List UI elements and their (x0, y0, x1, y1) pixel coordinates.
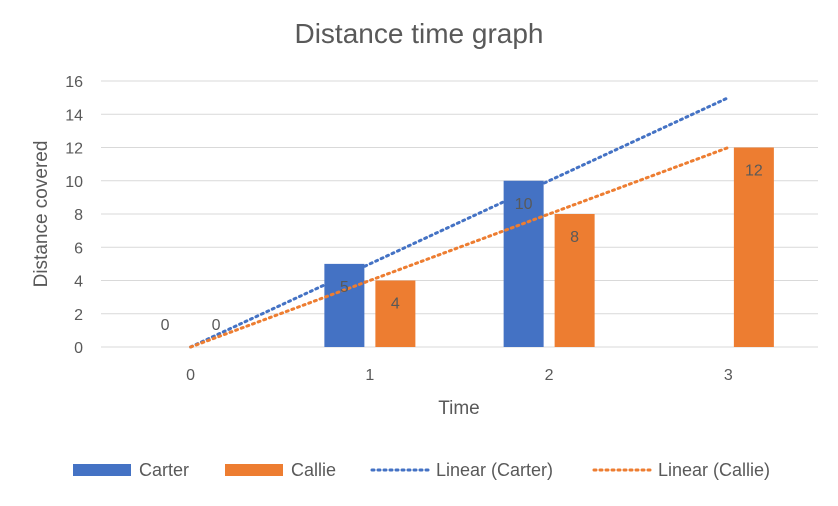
legend-label: Linear (Callie) (658, 460, 770, 480)
legend-swatch (73, 464, 131, 476)
x-tick-label: 0 (186, 367, 195, 384)
data-label: 12 (745, 163, 763, 180)
bar-callie (554, 214, 595, 347)
legend-label: Callie (291, 460, 336, 480)
bar-callie (375, 280, 416, 347)
legend-swatch (225, 464, 283, 476)
y-tick-label: 16 (65, 74, 83, 91)
bar-callie (733, 147, 774, 347)
trendline-carter (189, 96, 730, 349)
chart-title: Distance time graph (294, 18, 543, 49)
data-label: 0 (212, 317, 221, 334)
x-tick-label: 2 (545, 367, 554, 384)
y-tick-label: 4 (74, 274, 83, 291)
y-tick-label: 6 (74, 240, 83, 257)
trendline-callie (189, 146, 730, 349)
data-label: 10 (515, 196, 533, 213)
x-tick-label: 1 (365, 367, 374, 384)
legend-label: Linear (Carter) (436, 460, 553, 480)
y-tick-label: 10 (65, 174, 83, 191)
data-label: 0 (161, 317, 170, 334)
y-tick-label: 14 (65, 107, 83, 124)
x-tick-label: 3 (724, 367, 733, 384)
data-label: 5 (340, 279, 349, 296)
bar-carter (324, 263, 365, 347)
y-tick-label: 8 (74, 207, 83, 224)
y-tick-label: 0 (74, 340, 83, 357)
y-tick-label: 12 (65, 141, 83, 158)
bar-carter (503, 180, 544, 347)
y-tick-label: 2 (74, 307, 83, 324)
x-axis-title: Time (438, 398, 480, 419)
legend-label: Carter (139, 460, 189, 480)
y-axis-title: Distance covered (31, 141, 52, 288)
data-label: 4 (391, 296, 400, 313)
data-label: 8 (570, 229, 579, 246)
